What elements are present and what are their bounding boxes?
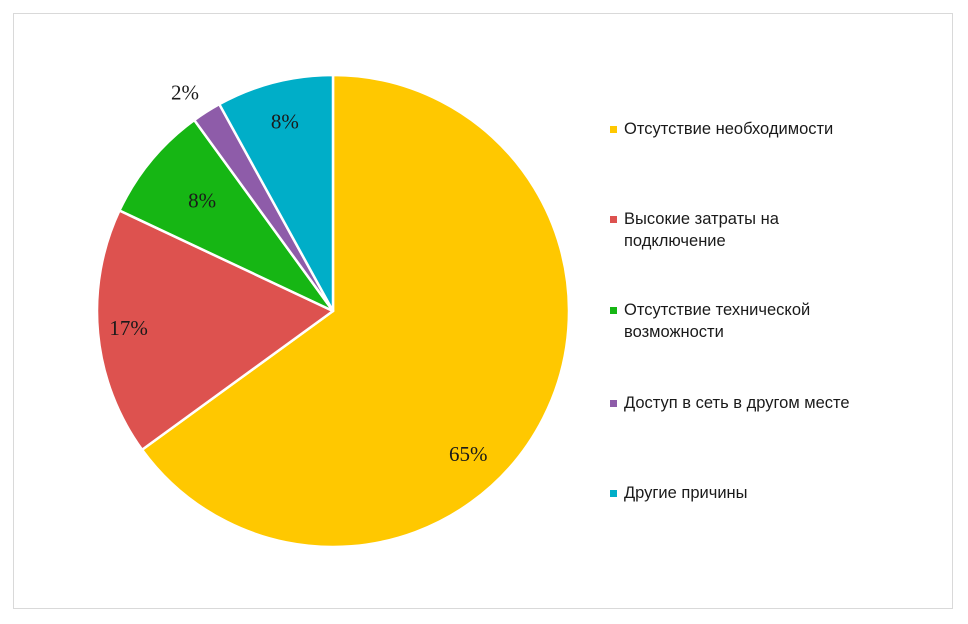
data-label: 8%: [271, 109, 299, 133]
data-label: 8%: [188, 189, 216, 213]
legend-swatch: [610, 216, 617, 223]
legend-swatch: [610, 400, 617, 407]
slice-other-reasons: [218, 73, 335, 313]
legend-swatch: [610, 126, 617, 133]
legend-label: Другие причины: [624, 484, 748, 502]
slice-no-need: [140, 73, 571, 549]
legend-swatch: [610, 490, 617, 497]
slice-no-technical-possibility: [118, 118, 335, 313]
data-label: 65%: [449, 442, 488, 466]
legend-label: Доступ в сеть в другом месте: [624, 394, 850, 412]
data-label: 17%: [109, 316, 148, 340]
legend-label: Отсутствие технической возможности: [624, 301, 811, 341]
legend-item-high-costs: Высокие затраты на подключение: [610, 208, 894, 252]
legend-label: Высокие затраты на подключение: [624, 210, 779, 250]
legend-item-access-elsewhere: Доступ в сеть в другом месте: [610, 392, 894, 414]
legend-label: Отсутствие необходимости: [624, 120, 834, 138]
legend-item-no-technical-possibility: Отсутствие технической возможности: [610, 299, 894, 343]
slice-high-costs: [95, 209, 335, 451]
legend-item-other-reasons: Другие причины: [610, 482, 894, 504]
legend-swatch: [610, 307, 617, 314]
legend-item-no-need: Отсутствие необходимости: [610, 118, 894, 140]
data-label: 2%: [171, 81, 199, 105]
